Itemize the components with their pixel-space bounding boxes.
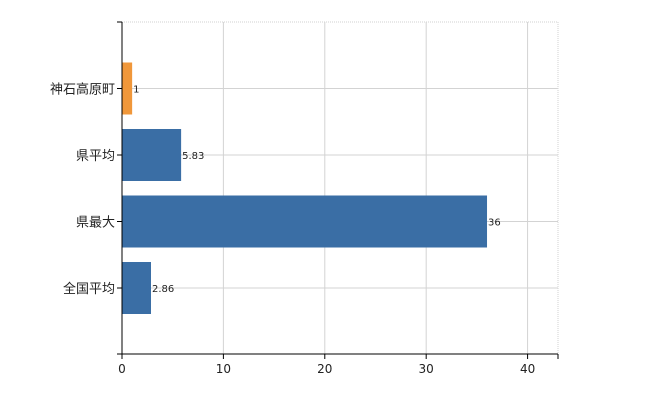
x-tick-label-0: 0 — [118, 362, 126, 376]
x-tick-label-30: 30 — [419, 362, 434, 376]
bar-value-label-2: 36 — [488, 218, 501, 229]
x-tick-label-20: 20 — [317, 362, 332, 376]
bar-2 — [122, 195, 488, 248]
bar-value-label-1: 5.83 — [182, 151, 204, 162]
grid-lines — [122, 21, 559, 354]
x-tick-label-10: 10 — [216, 362, 231, 376]
bar-1 — [122, 129, 182, 181]
bar-3 — [122, 262, 151, 314]
y-tick-label-0: 神石高原町 — [50, 82, 115, 98]
bars — [122, 62, 488, 314]
bar-0 — [122, 62, 133, 115]
y-tick-label-1: 県平均 — [76, 149, 115, 164]
bar-value-label-3: 2.86 — [152, 284, 174, 295]
y-tick-label-3: 全国平均 — [63, 281, 115, 297]
x-tick-label-40: 40 — [520, 362, 535, 376]
bar-value-label-0: 1 — [133, 85, 139, 96]
y-tick-label-2: 県最大 — [76, 216, 115, 231]
axes — [117, 21, 559, 359]
